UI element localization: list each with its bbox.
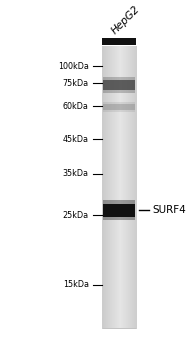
Text: 35kDa: 35kDa [63, 169, 89, 178]
Bar [103, 217, 135, 220]
Text: 60kDa: 60kDa [63, 102, 89, 111]
Bar [103, 110, 135, 112]
Bar [103, 200, 135, 204]
Text: 25kDa: 25kDa [63, 211, 89, 220]
Text: SURF4: SURF4 [152, 205, 186, 215]
Bar [103, 104, 135, 110]
Text: 100kDa: 100kDa [58, 62, 89, 71]
Bar [102, 47, 136, 328]
Bar [102, 38, 136, 45]
Bar [103, 90, 135, 93]
Bar [103, 204, 135, 217]
Text: 75kDa: 75kDa [63, 78, 89, 88]
Bar [103, 77, 135, 80]
Text: 45kDa: 45kDa [63, 135, 89, 144]
Bar [103, 102, 135, 104]
Text: HepG2: HepG2 [110, 4, 142, 36]
Text: 15kDa: 15kDa [63, 280, 89, 289]
Bar [103, 80, 135, 90]
